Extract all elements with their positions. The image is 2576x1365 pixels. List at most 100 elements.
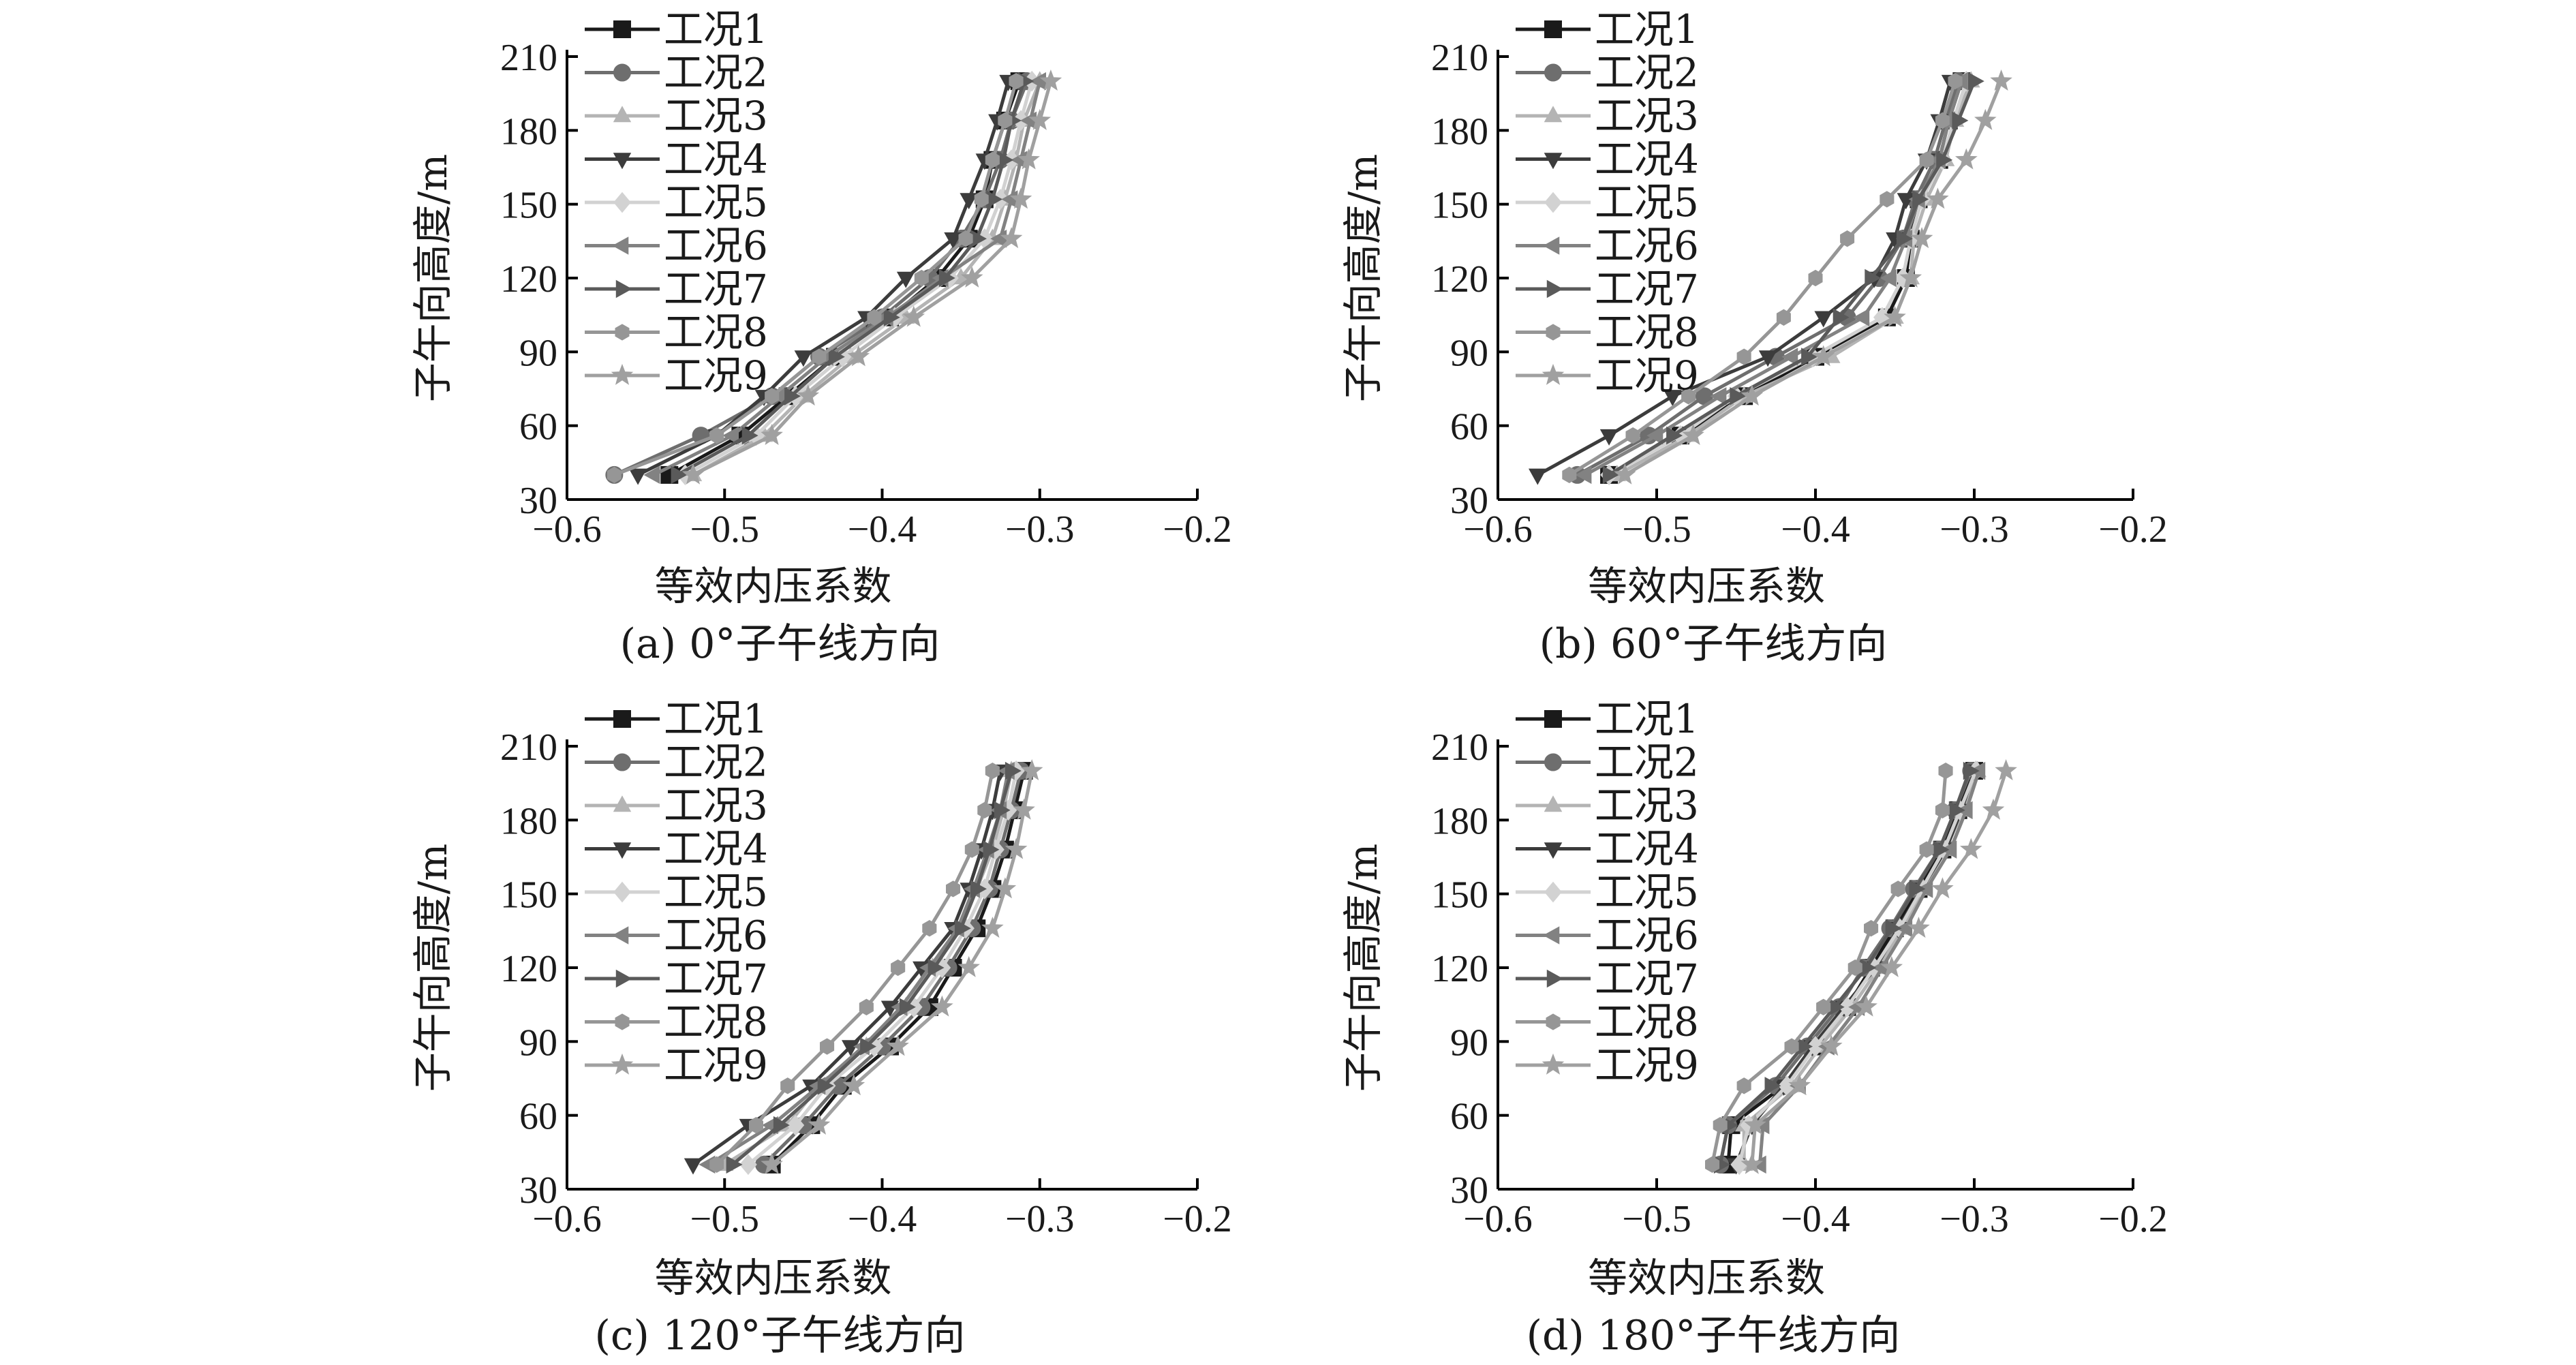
data-point: [954, 919, 971, 938]
y-tick-label: 120: [500, 948, 557, 990]
x-tick-label: −0.3: [1939, 508, 2009, 551]
data-point: [1927, 187, 1949, 209]
y-tick-label: 60: [519, 406, 557, 448]
data-point: [1028, 108, 1052, 130]
x-tick-label: −0.3: [1939, 1198, 2009, 1240]
x-tick-label: −0.6: [1463, 1198, 1533, 1240]
legend-item: 工况4: [585, 826, 768, 872]
data-point: [1005, 838, 1028, 859]
legend-marker: [613, 753, 631, 771]
legend-label: 工况7: [664, 955, 768, 1002]
data-point: [1907, 917, 1930, 938]
legend-item: 工况4: [1516, 136, 1699, 183]
legend-item: 工况4: [1516, 826, 1699, 872]
data-point: [1784, 1038, 1799, 1055]
legend-item: 工况8: [1516, 309, 1699, 356]
series-9: [1614, 69, 2012, 485]
data-point: [859, 998, 874, 1015]
data-point: [927, 958, 945, 977]
data-point: [1807, 1036, 1824, 1057]
data-point: [998, 112, 1013, 129]
legend-label: 工况1: [664, 6, 768, 52]
series-9: [761, 758, 1043, 1174]
data-point: [1039, 69, 1062, 91]
data-point: [957, 955, 980, 977]
data-point: [944, 232, 962, 249]
data-point: [709, 427, 724, 444]
data-point: [1713, 1116, 1728, 1134]
data-point: [1781, 348, 1798, 366]
data-point: [1625, 427, 1640, 444]
legend-label: 工况3: [1595, 782, 1699, 829]
x-axis-label: 等效内压系数: [654, 563, 891, 609]
data-point: [958, 230, 973, 247]
y-axis-label: 子午向高度/m: [410, 154, 456, 403]
series-9: [1741, 759, 2017, 1174]
data-point: [1017, 148, 1040, 170]
y-tick-label: 30: [519, 1169, 557, 1212]
legend-item: 工况8: [585, 309, 768, 356]
data-point: [1959, 838, 1982, 859]
data-point: [842, 1040, 860, 1057]
data-point: [922, 920, 937, 937]
panel-a: −0.6 −0.5 −0.4 −0.3 −0.2 30 60 90 120 150 180 210 等效…: [410, 6, 1232, 668]
legend-item: 工况1: [585, 6, 768, 52]
data-point: [1710, 387, 1727, 405]
data-point: [1705, 1156, 1720, 1174]
x-tick-label: −0.4: [1781, 508, 1850, 551]
data-point: [1935, 801, 1950, 819]
data-point: [1013, 798, 1035, 820]
x-tick-label: −0.5: [690, 508, 759, 551]
data-point: [1952, 111, 1969, 130]
data-point: [974, 191, 989, 208]
legend-label: 工况4: [664, 826, 768, 872]
data-point: [722, 426, 739, 445]
data-point: [1847, 959, 1862, 977]
data-point: [977, 801, 992, 819]
data-point: [709, 1156, 724, 1174]
data-point: [946, 880, 961, 898]
legend-marker: [1544, 842, 1563, 859]
panel-caption: (c) 120°子午线方向: [594, 1312, 965, 1360]
y-axis-label: 子午向高度/m: [1340, 154, 1386, 403]
panel-caption: (b) 60°子午线方向: [1539, 620, 1888, 668]
legend-marker: [613, 795, 632, 812]
x-tick-label: −0.5: [1622, 508, 1691, 551]
legend-item: 工况8: [585, 999, 768, 1045]
y-tick-label: 150: [1431, 874, 1488, 917]
series-line: [747, 770, 1018, 1166]
data-point: [1974, 108, 1997, 130]
x-axis-label: 等效内压系数: [1588, 563, 1825, 609]
legend-label: 工况5: [1595, 869, 1699, 915]
data-point: [773, 1116, 790, 1135]
data-point: [1838, 996, 1856, 1018]
data-point: [994, 877, 1017, 899]
legend-marker: [1546, 279, 1563, 298]
legend-marker: [613, 191, 631, 213]
legend-item: 工况3: [585, 93, 768, 139]
legend-label: 工况6: [1595, 912, 1699, 959]
data-point: [1562, 466, 1577, 484]
legend-item: 工况7: [1516, 955, 1699, 1002]
data-point: [1682, 423, 1704, 445]
data-point: [985, 151, 1000, 168]
data-point: [1880, 191, 1895, 208]
data-point: [1005, 761, 1022, 780]
x-tick-label: −0.2: [1163, 508, 1232, 551]
data-point: [1736, 348, 1751, 365]
data-point: [1575, 465, 1592, 485]
legend-marker: [615, 279, 632, 298]
legend-item: 工况6: [1516, 223, 1699, 269]
y-tick-label: 150: [500, 185, 557, 227]
legend-item: 工况6: [585, 912, 768, 959]
legend-item: 工况1: [1516, 6, 1699, 52]
legend-label: 工况7: [1595, 955, 1699, 1002]
data-point: [867, 309, 882, 326]
legend-label: 工况6: [664, 912, 768, 959]
legend-item: 工况9: [1516, 352, 1699, 399]
legend-marker: [612, 926, 629, 945]
legend-item: 工况7: [1516, 266, 1699, 312]
y-tick-label: 150: [1431, 185, 1488, 227]
